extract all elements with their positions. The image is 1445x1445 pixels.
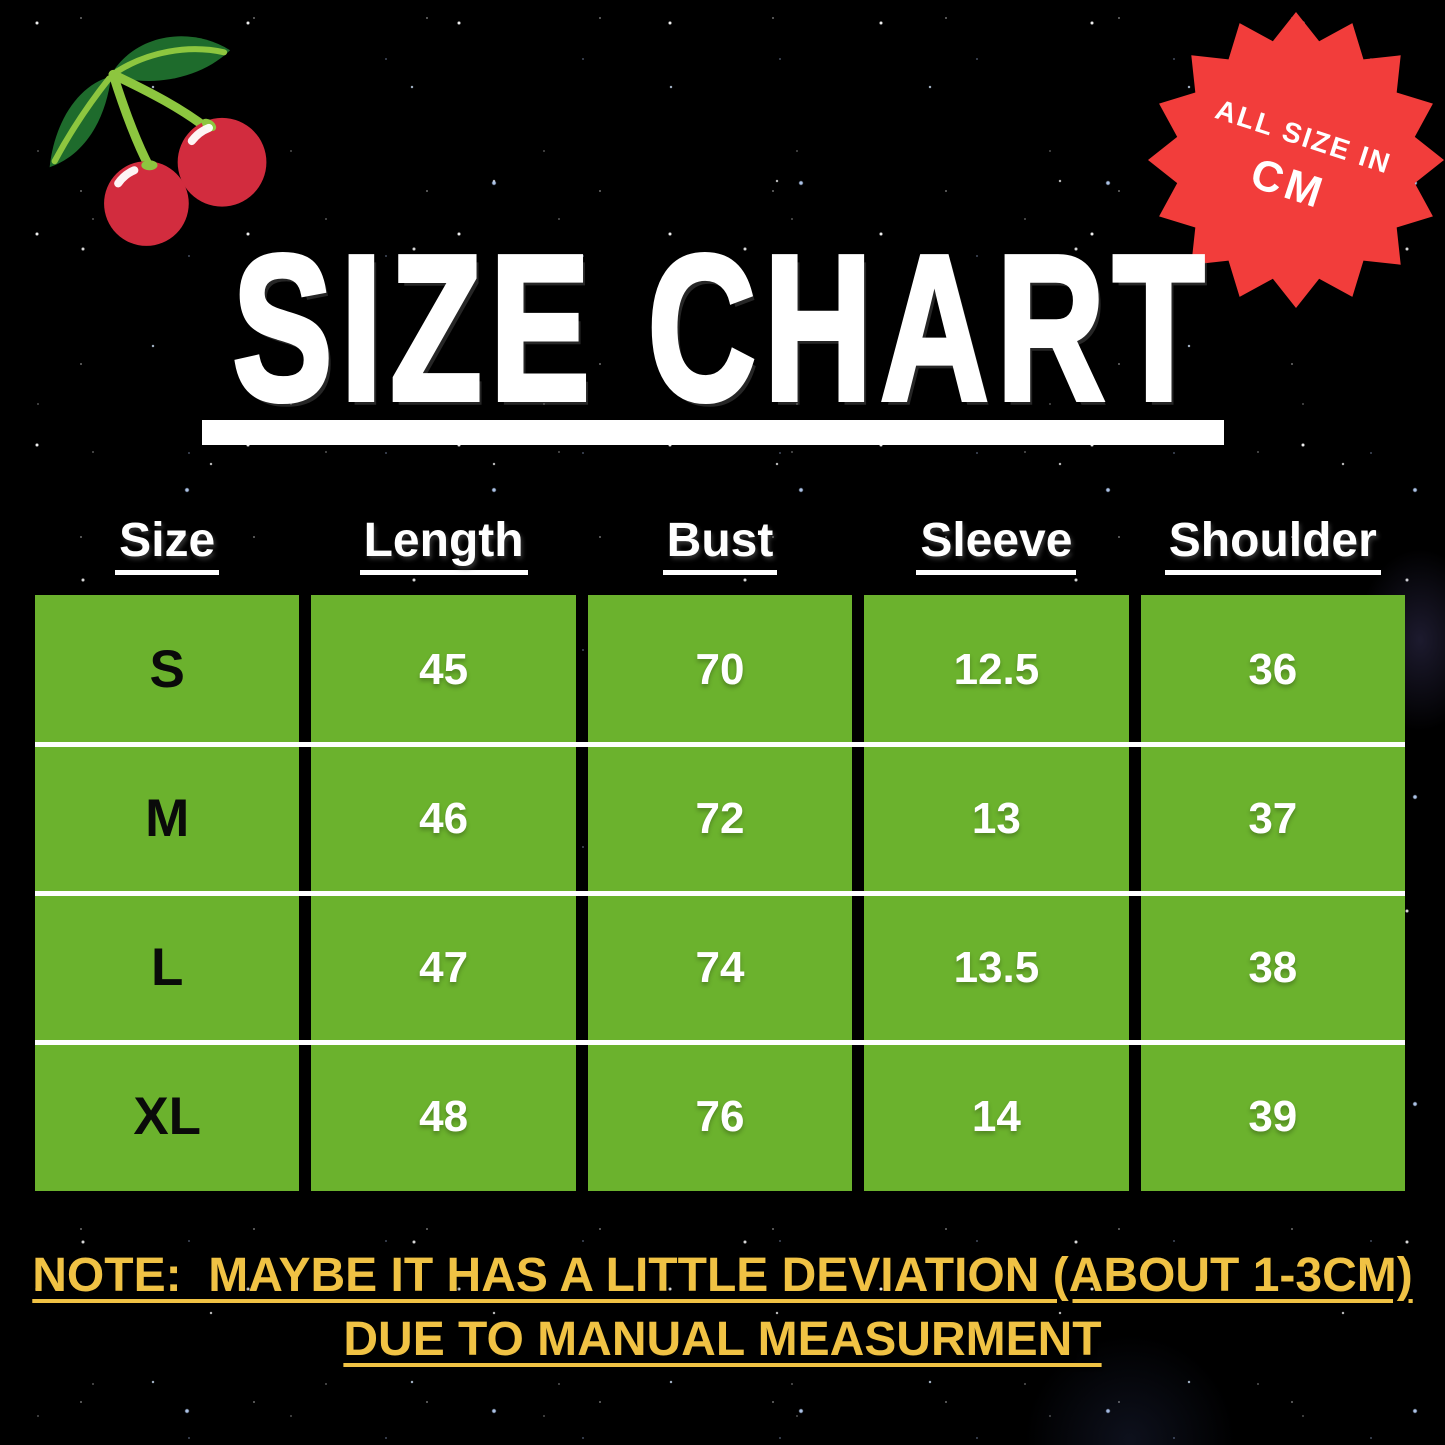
cell-m-sleeve: 13 bbox=[864, 744, 1129, 893]
cell-l-bust: 74 bbox=[587, 893, 853, 1042]
cell-l-shoulder: 38 bbox=[1140, 893, 1405, 1042]
cell-s-sleeve: 12.5 bbox=[864, 595, 1129, 744]
note-line-1: NOTE: MAYBE IT HAS A LITTLE DEVIATION (A… bbox=[32, 1249, 1413, 1302]
starburst-badge: ALL SIZE IN CM bbox=[1148, 12, 1444, 308]
cell-xl-sleeve: 14 bbox=[864, 1042, 1129, 1191]
cell-m-shoulder: 37 bbox=[1140, 744, 1405, 893]
cell-m-bust: 72 bbox=[587, 744, 853, 893]
title-underline bbox=[202, 420, 1224, 445]
header-length: Length bbox=[311, 515, 575, 575]
page-title: SIZE CHART bbox=[231, 211, 1213, 444]
cell-size-xl: XL bbox=[35, 1042, 300, 1191]
cell-s-shoulder: 36 bbox=[1140, 595, 1405, 744]
cell-l-sleeve: 13.5 bbox=[864, 893, 1129, 1042]
deviation-note: NOTE: MAYBE IT HAS A LITTLE DEVIATION (A… bbox=[0, 1244, 1445, 1372]
cell-size-l: L bbox=[35, 893, 300, 1042]
cell-s-length: 45 bbox=[311, 595, 576, 744]
cell-size-m: M bbox=[35, 744, 300, 893]
row-divider-3 bbox=[35, 1040, 1405, 1045]
header-shoulder: Shoulder bbox=[1141, 515, 1405, 575]
cherry-icon bbox=[49, 36, 267, 246]
note-line-2: DUE TO MANUAL MEASURMENT bbox=[343, 1313, 1102, 1366]
cell-size-s: S bbox=[35, 595, 300, 744]
cell-m-length: 46 bbox=[311, 744, 576, 893]
cell-xl-shoulder: 39 bbox=[1140, 1042, 1405, 1191]
cell-l-length: 47 bbox=[311, 893, 576, 1042]
cell-xl-length: 48 bbox=[311, 1042, 576, 1191]
header-sleeve: Sleeve bbox=[864, 515, 1128, 575]
header-size: Size bbox=[35, 515, 299, 575]
table-header-row: Size Length Bust Sleeve Shoulder bbox=[35, 515, 1405, 575]
cell-xl-bust: 76 bbox=[587, 1042, 853, 1191]
header-bust: Bust bbox=[588, 515, 852, 575]
row-divider-2 bbox=[35, 891, 1405, 896]
starburst-shape bbox=[1148, 12, 1444, 308]
cell-s-bust: 70 bbox=[587, 595, 853, 744]
size-table: S 45 70 12.5 36 M 46 72 13 37 L 47 74 13… bbox=[35, 595, 1405, 1191]
row-divider-1 bbox=[35, 742, 1405, 747]
